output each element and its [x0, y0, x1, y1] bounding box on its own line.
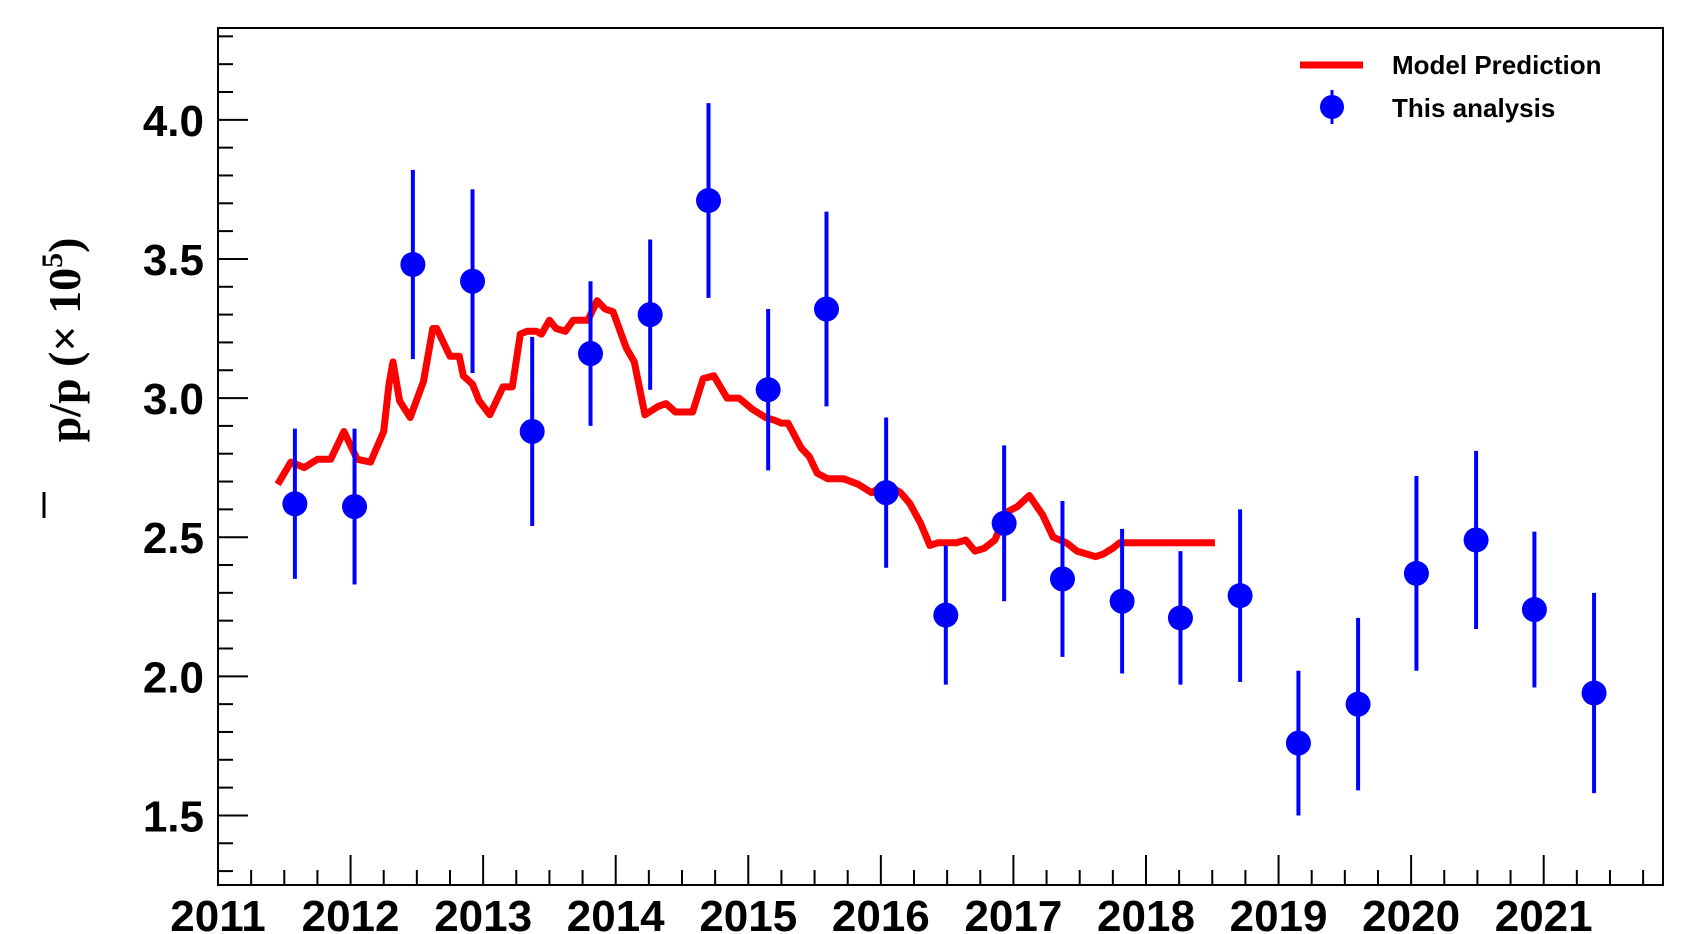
y-axis-label: p/p (× 105) — [36, 238, 90, 518]
x-tick-label: 2020 — [1362, 892, 1460, 934]
x-tick-label: 2011 — [170, 892, 265, 934]
plot-frame — [217, 27, 1664, 886]
data-point — [400, 252, 426, 278]
data-point — [1285, 730, 1311, 756]
y-axis-tick-labels: 1.5 2.0 2.5 3.0 3.5 4.0 — [143, 97, 204, 842]
data-point — [1227, 583, 1253, 609]
legend-marker-swatch — [1320, 95, 1344, 119]
x-tick-label: 2018 — [1097, 892, 1195, 934]
y-tick-label: 1.5 — [143, 792, 204, 841]
y-axis-title-exponent: 5 — [36, 253, 69, 268]
x-tick-label: 2014 — [567, 892, 665, 934]
y-tick-label: 2.5 — [143, 514, 204, 563]
data-point — [460, 268, 486, 294]
x-tick-label: 2016 — [832, 892, 930, 934]
data-point — [1403, 560, 1429, 586]
legend: Model Prediction This analysis — [1300, 50, 1601, 124]
data-point — [1049, 566, 1075, 592]
model-prediction-line — [274, 297, 1215, 561]
data-point — [1345, 691, 1371, 717]
y-axis-ticks — [218, 35, 248, 873]
data-point — [991, 510, 1017, 536]
y-tick-label: 3.0 — [143, 375, 204, 424]
data-point — [282, 491, 308, 517]
y-tick-label: 4.0 — [143, 97, 204, 146]
data-point — [637, 302, 663, 328]
data-point — [519, 418, 545, 444]
data-point — [1463, 527, 1489, 553]
legend-item-data: This analysis — [1320, 90, 1555, 124]
y-tick-label: 2.0 — [143, 653, 204, 702]
data-point — [1581, 680, 1607, 706]
x-tick-label: 2021 — [1495, 892, 1593, 934]
x-axis-tick-labels: 2011 2012 2013 2014 2015 2016 2017 2018 2019 2020… — [170, 892, 1592, 934]
y-axis-title: p/p (× 105) — [36, 238, 90, 443]
data-point — [755, 377, 781, 403]
data-point — [696, 188, 722, 214]
x-axis-ticks — [217, 855, 1645, 885]
series-layer — [274, 103, 1607, 816]
data-point — [1521, 597, 1547, 623]
legend-label-data: This analysis — [1392, 93, 1555, 123]
data-point — [813, 296, 839, 322]
data-point — [578, 341, 604, 367]
y-axis-title-main: p/p (× 10 — [39, 268, 90, 442]
x-tick-label: 2012 — [302, 892, 400, 934]
x-tick-label: 2017 — [964, 892, 1062, 934]
data-points-group — [282, 103, 1607, 816]
legend-label-model: Model Prediction — [1392, 50, 1601, 80]
plot-area: 1.52.02.53.03.54.0 2011 2012 2013 2014 2015 2… — [143, 27, 1664, 934]
data-point — [1109, 588, 1135, 614]
legend-item-model: Model Prediction — [1300, 50, 1601, 80]
x-tick-label: 2013 — [434, 892, 532, 934]
data-point — [933, 602, 959, 628]
data-point — [342, 494, 368, 520]
y-axis-title-close: ) — [39, 238, 90, 253]
data-point — [1167, 605, 1193, 631]
y-tick-label: 3.5 — [143, 236, 204, 285]
data-point — [873, 480, 899, 506]
x-tick-label: 2015 — [699, 892, 797, 934]
x-tick-label: 2019 — [1230, 892, 1328, 934]
